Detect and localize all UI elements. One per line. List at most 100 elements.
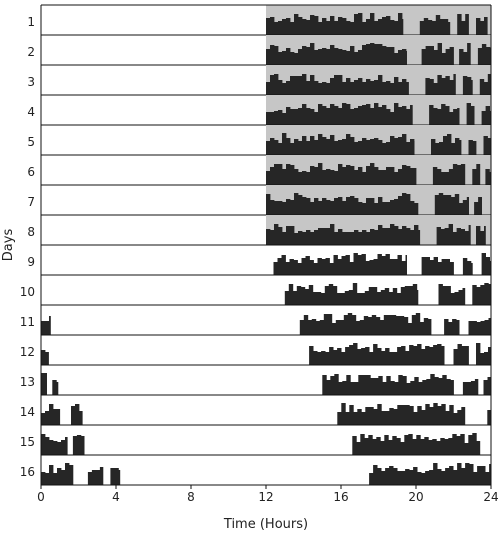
activity-bout: [476, 226, 486, 245]
activity-bout: [41, 373, 47, 395]
x-tick-label: 12: [258, 490, 273, 504]
activity-bout: [431, 134, 462, 155]
activity-bout: [52, 380, 59, 395]
activity-bout: [483, 136, 492, 155]
day-row-10: 10: [20, 283, 492, 306]
activity-bout: [468, 140, 477, 155]
activity-bout: [41, 350, 49, 365]
day-label-6: 6: [27, 165, 35, 179]
day-row-12: 12: [20, 343, 492, 366]
day-label-13: 13: [20, 375, 35, 389]
activity-bout: [487, 410, 492, 425]
day-row-6: 6: [27, 155, 492, 186]
x-tick-label: 0: [37, 490, 45, 504]
activity-bout: [462, 76, 473, 95]
activity-bout: [429, 104, 460, 125]
day-row-4: 4: [27, 95, 492, 126]
activity-bout: [284, 283, 419, 305]
activity-bout: [483, 377, 492, 395]
activity-bout: [419, 15, 451, 35]
day-row-5: 5: [27, 125, 492, 156]
activity-bout: [421, 43, 454, 65]
activity-bout: [472, 283, 492, 305]
activity-bout: [266, 13, 404, 35]
activity-bout: [266, 133, 415, 155]
day-label-5: 5: [27, 135, 35, 149]
activity-bout: [432, 164, 466, 185]
day-label-9: 9: [27, 255, 35, 269]
activity-bout: [438, 284, 466, 305]
activity-bout: [468, 318, 492, 335]
activity-bout: [41, 434, 68, 455]
activity-bout: [299, 313, 432, 335]
activity-bout: [266, 224, 421, 245]
day-label-10: 10: [20, 285, 35, 299]
activity-bout: [476, 17, 488, 35]
activity-bout: [425, 74, 456, 95]
activity-bout: [462, 258, 473, 275]
activity-bout: [479, 74, 492, 95]
activity-bout: [110, 468, 121, 485]
day-label-2: 2: [27, 45, 35, 59]
activity-bout: [459, 43, 471, 65]
activity-bout: [453, 344, 469, 365]
activity-bout: [337, 403, 466, 425]
day-row-8: 8: [27, 215, 491, 246]
day-label-3: 3: [27, 75, 35, 89]
activity-bout: [485, 169, 492, 185]
y-axis-label: Days: [1, 229, 16, 262]
day-row-1: 1: [27, 5, 491, 36]
x-tick-label: 16: [333, 490, 348, 504]
activity-bout: [41, 316, 51, 335]
day-label-15: 15: [20, 435, 35, 449]
activity-bout: [41, 404, 61, 425]
day-row-13: 13: [20, 373, 492, 396]
day-label-12: 12: [20, 345, 35, 359]
x-axis: 0 4 8 12 16 20 24: [37, 485, 499, 504]
activity-bout: [309, 343, 445, 365]
activity-bout: [421, 257, 454, 275]
day-label-7: 7: [27, 195, 35, 209]
activity-bout: [41, 463, 74, 485]
day-row-15: 15: [20, 433, 491, 456]
x-axis-label: Time (Hours): [223, 517, 308, 532]
activity-bout: [266, 163, 417, 185]
activity-bout: [369, 463, 492, 485]
day-label-14: 14: [20, 405, 35, 419]
activity-bout: [266, 193, 419, 215]
day-row-16: 16: [20, 463, 492, 486]
day-label-8: 8: [27, 225, 35, 239]
x-tick-label: 20: [408, 490, 423, 504]
activity-bout: [466, 103, 475, 125]
activity-bout: [87, 467, 104, 485]
day-row-3: 3: [27, 65, 492, 96]
activity-bout: [434, 193, 469, 215]
day-label-4: 4: [27, 105, 35, 119]
activity-bout: [462, 379, 479, 395]
activity-bout: [476, 343, 492, 365]
x-tick-label: 24: [483, 490, 498, 504]
activity-bout: [457, 14, 469, 35]
activity-bout: [481, 253, 492, 275]
activity-bout: [266, 103, 413, 125]
activity-bout: [273, 253, 407, 275]
activity-bout: [72, 435, 85, 455]
activity-bout: [352, 433, 481, 455]
x-tick-label: 4: [112, 490, 120, 504]
day-label-1: 1: [27, 15, 35, 29]
activity-bout: [71, 404, 83, 425]
day-row-11: 11: [20, 313, 492, 336]
activity-bout: [472, 164, 481, 185]
day-row-7: 7: [27, 185, 491, 216]
activity-bout: [444, 319, 460, 335]
day-row-14: 14: [20, 403, 492, 426]
day-row-2: 2: [27, 35, 492, 66]
day-row-9: 9: [27, 253, 492, 276]
activity-bout: [266, 43, 407, 65]
activity-bout: [474, 197, 482, 215]
x-tick-label: 8: [187, 490, 195, 504]
day-label-16: 16: [20, 465, 35, 479]
activity-bout: [436, 224, 471, 245]
